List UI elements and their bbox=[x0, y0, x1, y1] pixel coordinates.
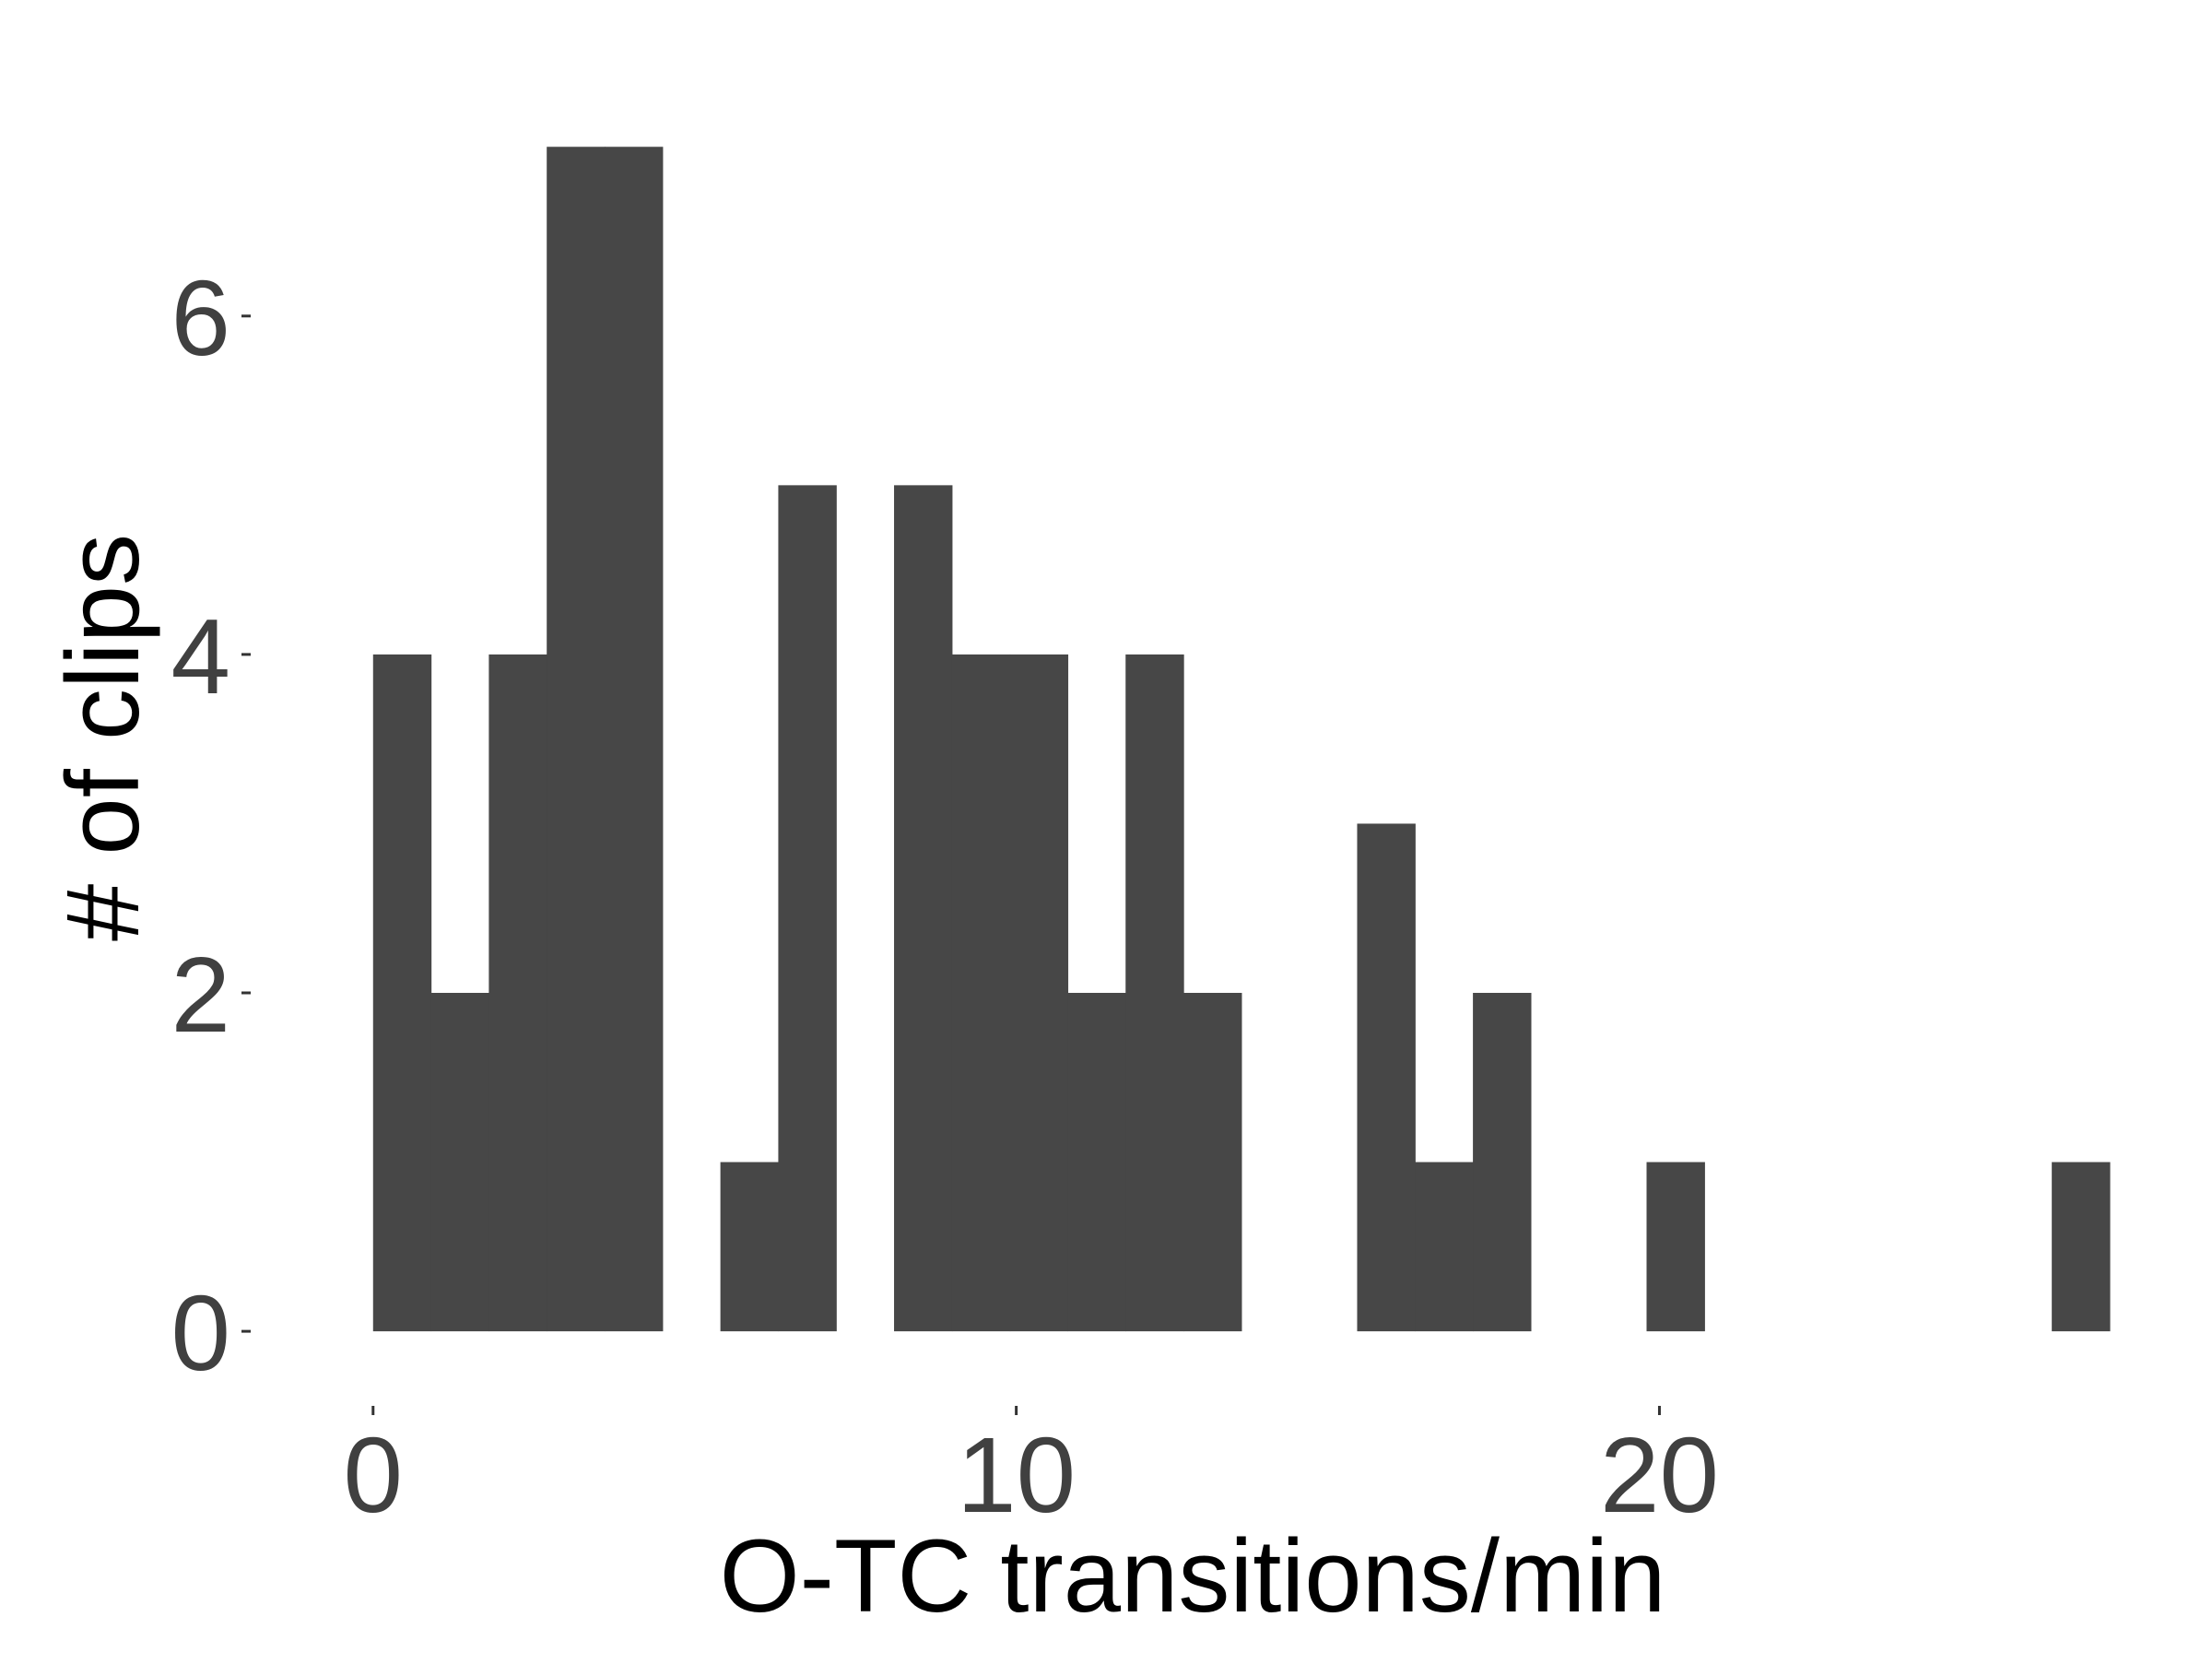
x-tick-label-2: 20 bbox=[1600, 1415, 1719, 1535]
y-tick-label-1: 2 bbox=[171, 935, 230, 1055]
histogram-bar-6 bbox=[778, 485, 837, 1332]
histogram-bar-5 bbox=[720, 1162, 780, 1332]
histogram-bar-4 bbox=[605, 147, 664, 1332]
bars-layer bbox=[372, 147, 2111, 1332]
histogram-bar-2 bbox=[488, 654, 547, 1332]
x-tick-label-1: 10 bbox=[957, 1415, 1076, 1535]
histogram-bar-0 bbox=[372, 654, 432, 1332]
histogram-bar-10 bbox=[1067, 993, 1126, 1332]
histogram-bar-14 bbox=[1415, 1162, 1474, 1332]
histogram-bar-3 bbox=[547, 147, 606, 1332]
x-tick-label-0: 0 bbox=[344, 1415, 404, 1535]
histogram-bar-8 bbox=[951, 654, 1011, 1332]
x-axis-title: O-TC transitions/min bbox=[720, 1518, 1666, 1634]
histogram-bar-13 bbox=[1357, 823, 1416, 1332]
y-axis: 0 2 4 6 bbox=[171, 258, 251, 1393]
y-tick-label-0: 0 bbox=[171, 1273, 230, 1393]
y-tick-label-2: 4 bbox=[171, 596, 230, 716]
x-axis: 0 10 20 bbox=[344, 1406, 1719, 1535]
histogram-bar-16 bbox=[1646, 1162, 1705, 1332]
histogram-bar-11 bbox=[1125, 654, 1184, 1332]
histogram-bar-12 bbox=[1183, 993, 1242, 1332]
histogram-bar-7 bbox=[894, 485, 953, 1332]
histogram-bar-1 bbox=[430, 993, 489, 1332]
histogram-bar-15 bbox=[1473, 993, 1532, 1332]
histogram-bar-9 bbox=[1009, 654, 1069, 1332]
histogram-bar-17 bbox=[2052, 1162, 2111, 1332]
y-tick-label-3: 6 bbox=[171, 258, 230, 378]
y-axis-title: # of clips bbox=[45, 534, 160, 941]
